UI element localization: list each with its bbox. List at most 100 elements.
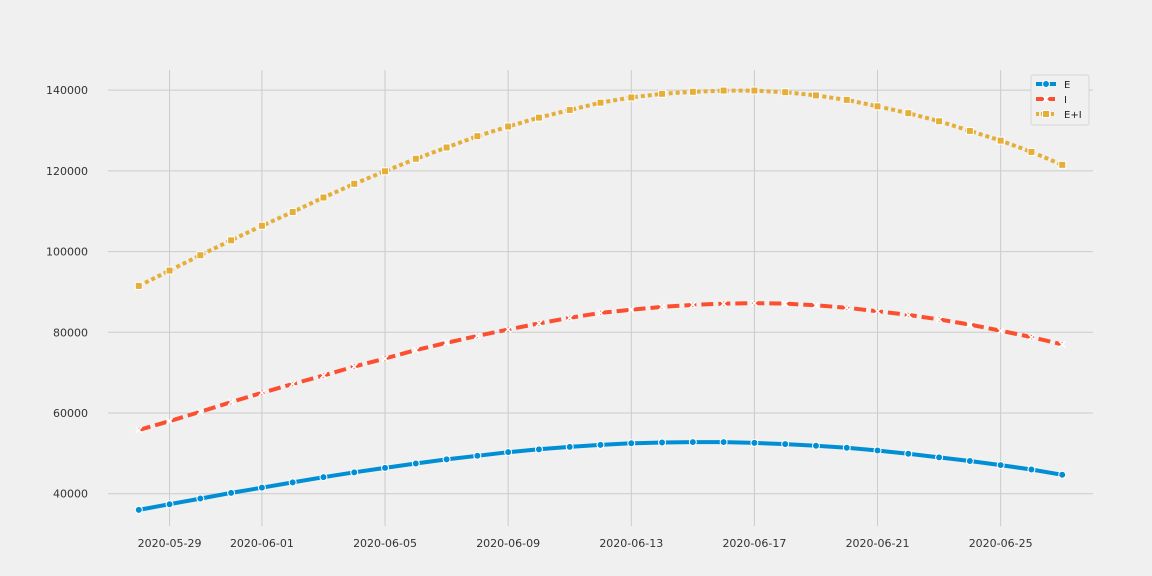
y-tick-label: 40000 bbox=[53, 488, 88, 501]
series-i-point bbox=[935, 315, 943, 323]
series-i-point bbox=[904, 311, 912, 319]
legend-item-e-i: E+I bbox=[1036, 110, 1082, 121]
series-e-i-point bbox=[1058, 160, 1067, 169]
legend-item-e-i-point bbox=[1042, 110, 1050, 118]
x-tick-label: 2020-06-21 bbox=[846, 537, 910, 550]
series-e-point bbox=[781, 440, 790, 449]
series-e-i-point bbox=[627, 93, 636, 102]
x-tick-label: 2020-06-13 bbox=[599, 537, 663, 550]
series-i-point bbox=[381, 354, 389, 363]
series-i-point bbox=[566, 314, 574, 322]
series-e-point bbox=[811, 441, 820, 450]
series-e-i-point bbox=[935, 117, 944, 126]
series-e-point bbox=[473, 451, 482, 460]
series-e-i-point bbox=[719, 86, 728, 95]
series-e-point bbox=[504, 448, 513, 457]
series-e-i-point bbox=[442, 143, 451, 152]
x-tick-label: 2020-06-25 bbox=[969, 537, 1033, 550]
x-tick-label: 2020-06-09 bbox=[476, 537, 540, 550]
series-e-point bbox=[134, 505, 143, 514]
series-e-point bbox=[411, 459, 420, 468]
x-tick-labels: 2020-05-29 2020-06-01 2020-06-05 2020-06-09… bbox=[138, 537, 1033, 550]
series-e-i-point bbox=[534, 113, 543, 122]
legend-item-i-label: I bbox=[1064, 95, 1067, 106]
series-e-i-point bbox=[811, 91, 820, 100]
series-e-i-point bbox=[196, 251, 205, 260]
series-i-line bbox=[138, 301, 1063, 432]
series-e-point bbox=[842, 443, 851, 452]
series-e-point bbox=[996, 461, 1005, 470]
series-e-i-point bbox=[134, 281, 143, 290]
series-e-point bbox=[534, 445, 543, 454]
series-i-point bbox=[289, 380, 297, 388]
series-i-point bbox=[720, 300, 728, 308]
legend-item-e-label: E bbox=[1064, 80, 1070, 91]
series-e-i-point bbox=[565, 105, 574, 114]
series-e-point bbox=[196, 494, 205, 503]
series-i-point bbox=[350, 363, 358, 371]
series-i-point bbox=[227, 398, 235, 406]
series-i-point bbox=[627, 306, 635, 314]
series-e-i-point bbox=[257, 221, 266, 230]
series-e-i-point bbox=[165, 266, 174, 275]
series-e-i-point bbox=[504, 122, 513, 131]
series-i-point bbox=[412, 346, 420, 354]
series-e-point bbox=[442, 455, 451, 464]
legend-item-e-i-label: E+I bbox=[1064, 110, 1082, 121]
legend: EI E+I bbox=[1030, 74, 1090, 126]
series-e-i-point bbox=[781, 88, 790, 97]
series-i-point bbox=[966, 321, 974, 329]
series-e-point bbox=[1027, 465, 1036, 474]
series-e-i-point bbox=[996, 136, 1005, 145]
legend-item-i-point bbox=[1042, 95, 1050, 103]
series-e-point bbox=[719, 438, 728, 447]
legend-item-e-point bbox=[1042, 80, 1050, 88]
series-i-point bbox=[873, 307, 882, 315]
series-e-i-point bbox=[411, 154, 420, 163]
series-layer bbox=[134, 86, 1067, 514]
series-e-i-point bbox=[319, 193, 328, 202]
series-i bbox=[135, 299, 1066, 434]
y-gridlines bbox=[108, 89, 1093, 495]
legend-item-i: I bbox=[1036, 95, 1067, 106]
series-i-point bbox=[196, 408, 204, 416]
series-i-point bbox=[1058, 340, 1066, 348]
series-e-i-point bbox=[750, 86, 759, 95]
y-tick-label: 100000 bbox=[46, 246, 88, 259]
series-e-point bbox=[965, 457, 974, 466]
series-e-i-point bbox=[965, 126, 974, 135]
series-e-i-line bbox=[137, 88, 1063, 288]
series-i-point bbox=[504, 325, 512, 334]
series-e-i-point bbox=[350, 179, 359, 188]
series-e-point bbox=[381, 463, 390, 472]
y-tick-label: 140000 bbox=[46, 84, 88, 97]
x-tick-label: 2020-05-29 bbox=[138, 537, 202, 550]
series-e-point bbox=[319, 473, 328, 482]
series-i-point bbox=[781, 300, 789, 308]
series-e-point bbox=[350, 468, 359, 477]
series-i-point bbox=[135, 426, 143, 434]
series-e-point bbox=[257, 483, 266, 492]
series-i-point bbox=[473, 332, 481, 340]
series-i-point bbox=[535, 319, 543, 327]
series-e bbox=[134, 438, 1067, 514]
series-e-i-point bbox=[381, 167, 390, 176]
series-e-i-point bbox=[842, 95, 851, 104]
x-tick-label: 2020-06-01 bbox=[230, 537, 294, 550]
legend-item-e: E bbox=[1036, 80, 1070, 91]
series-e-i-point bbox=[873, 102, 882, 111]
series-i-point bbox=[258, 389, 266, 397]
series-i-point bbox=[443, 339, 451, 347]
series-e-point bbox=[165, 500, 174, 509]
y-tick-label: 120000 bbox=[46, 165, 88, 178]
x-tick-label: 2020-06-17 bbox=[722, 537, 786, 550]
series-e-line bbox=[138, 440, 1063, 512]
series-e-i-point bbox=[473, 132, 482, 141]
series-i-point bbox=[750, 299, 758, 307]
series-e-i-point bbox=[596, 98, 605, 107]
series-i-point bbox=[997, 327, 1005, 335]
series-e-i-point bbox=[688, 87, 697, 96]
y-tick-label: 80000 bbox=[53, 326, 88, 339]
series-e-point bbox=[904, 449, 913, 458]
